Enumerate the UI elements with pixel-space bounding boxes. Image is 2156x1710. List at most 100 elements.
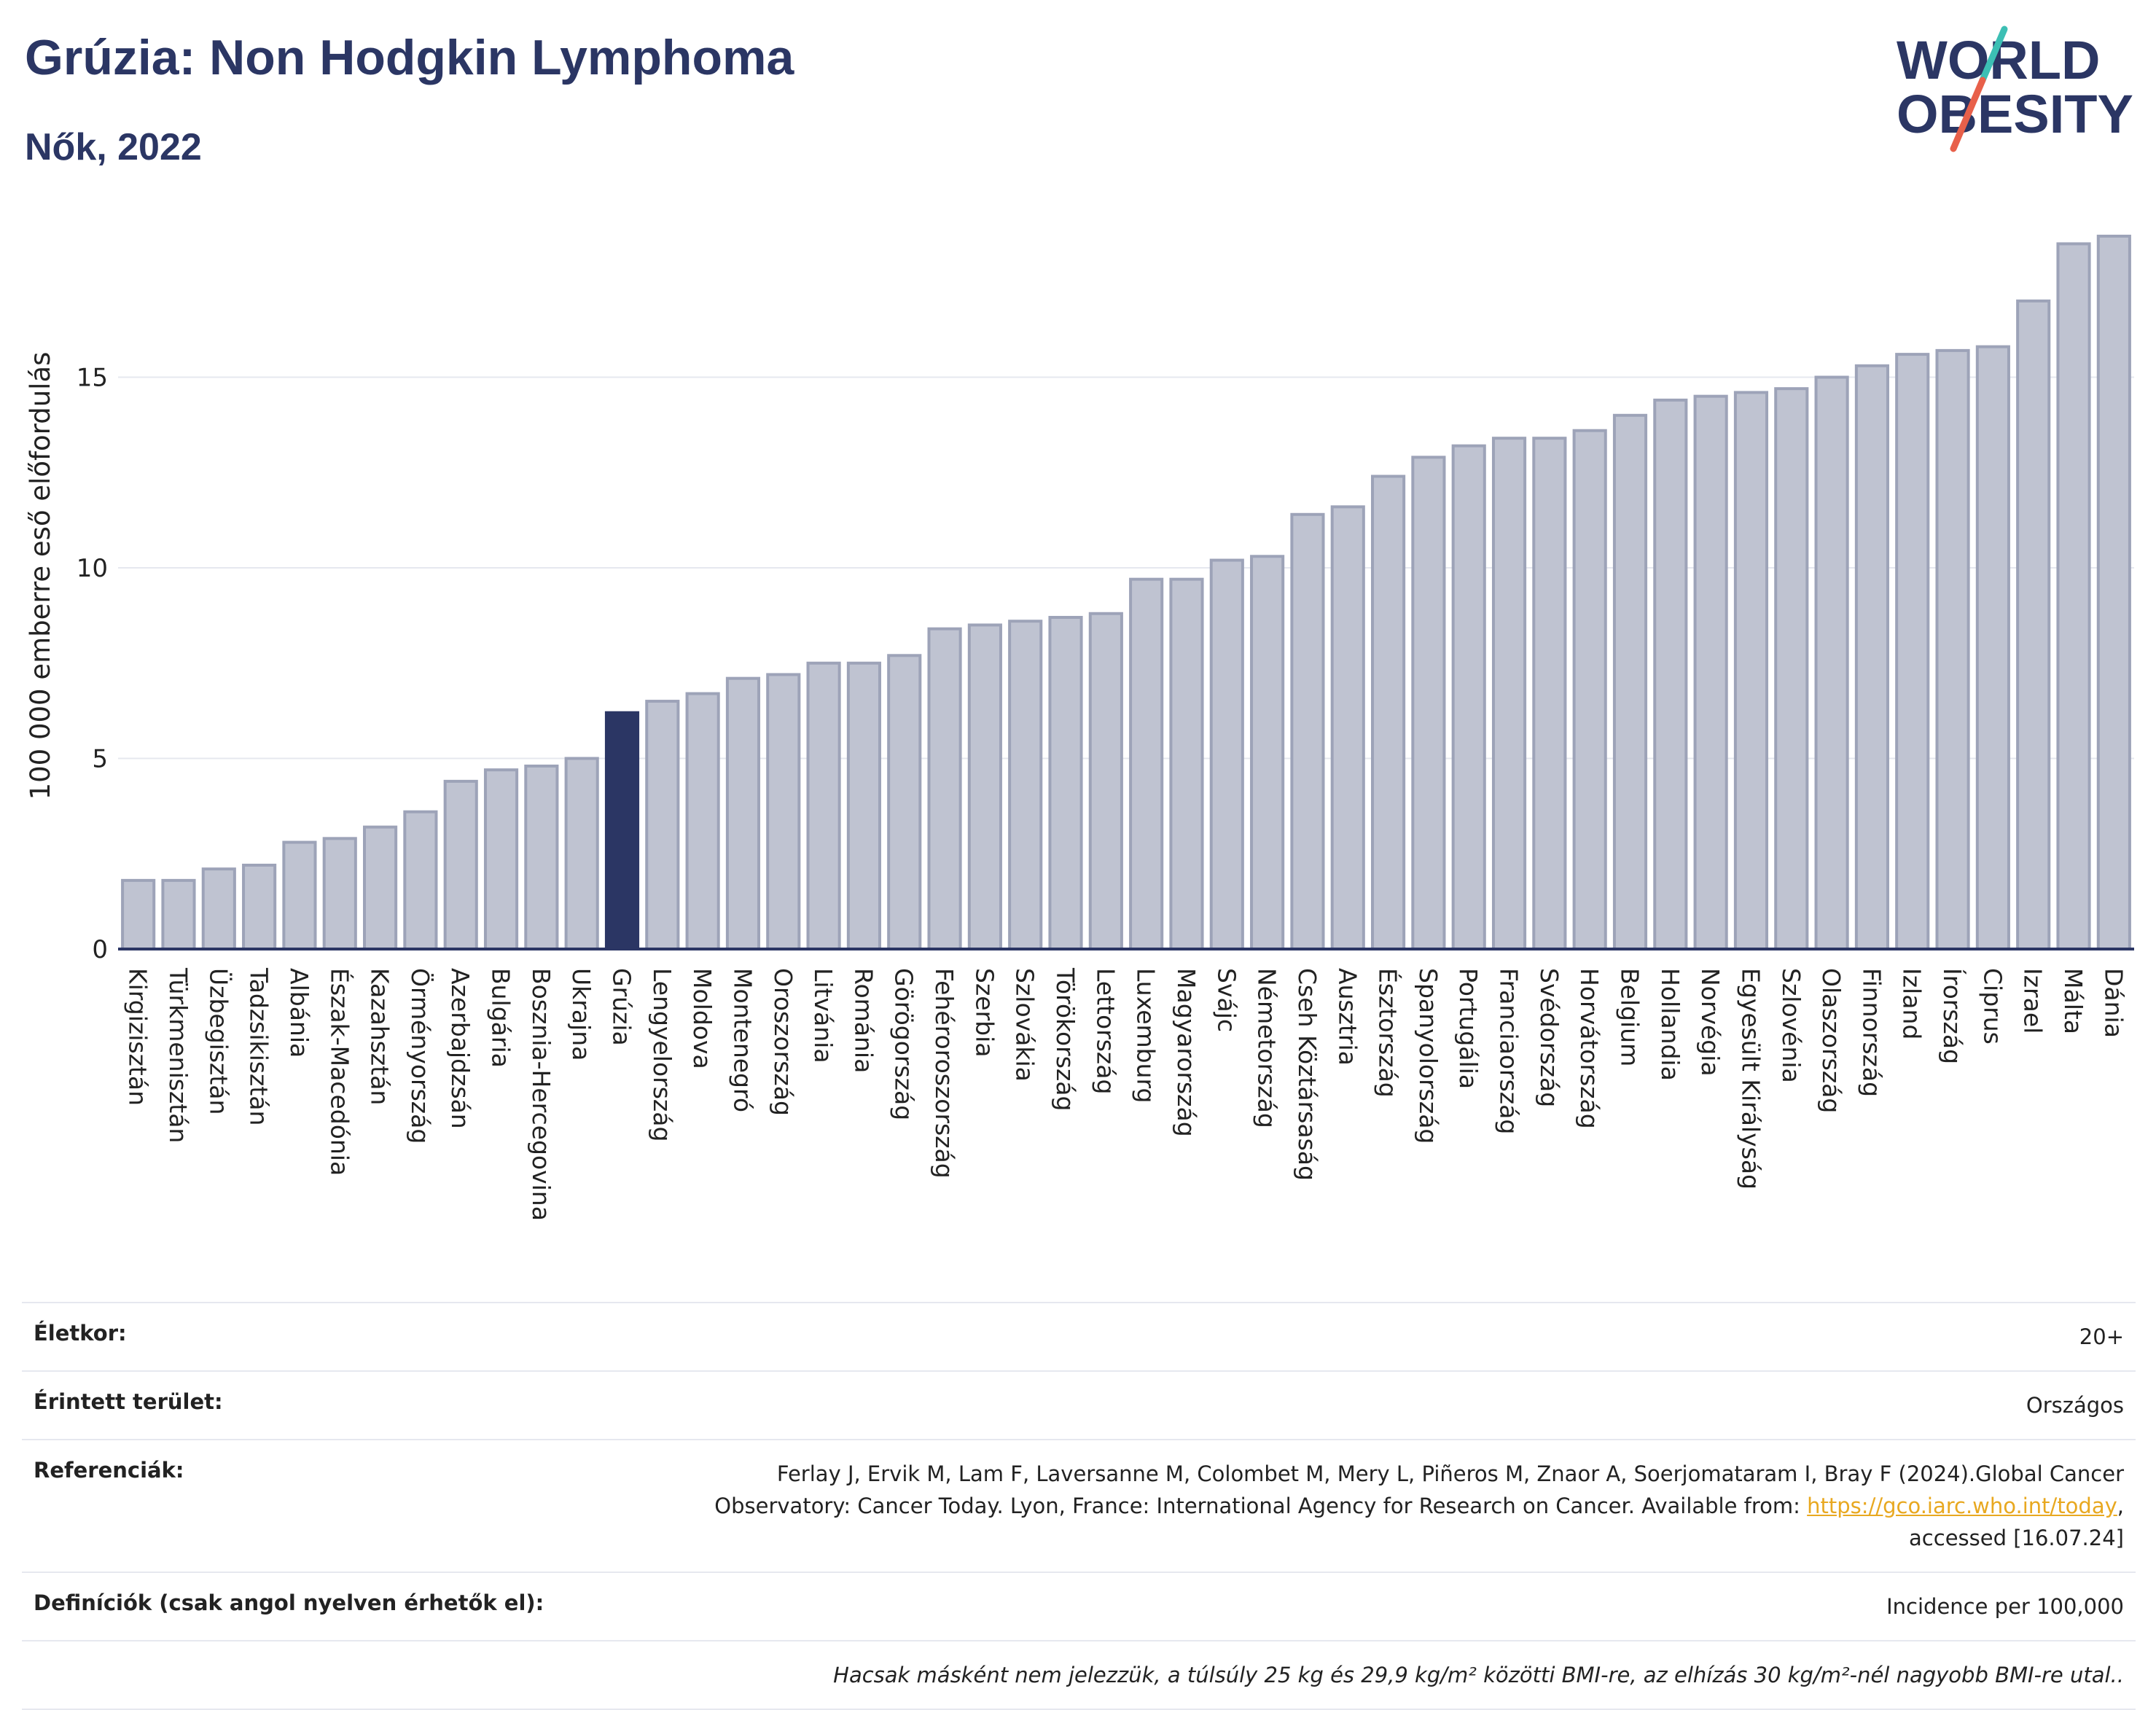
x-tick-label: Oroszország	[769, 968, 797, 1116]
x-tick-label: Hollandia	[1656, 968, 1684, 1081]
bar-41	[1733, 391, 1769, 950]
x-tick-label: Bosznia-Hercegovina	[527, 968, 555, 1221]
bar-50	[2096, 234, 2131, 950]
chart-subtitle: Nők, 2022	[25, 126, 202, 168]
bar-10	[483, 768, 519, 950]
bar-2	[161, 878, 196, 950]
bar-46	[1935, 348, 1970, 950]
x-tick-label: Törökország	[1051, 967, 1079, 1111]
bar-40	[1693, 394, 1728, 950]
bar-27	[1169, 577, 1204, 950]
x-tick-label: Szlovákia	[1011, 968, 1039, 1082]
bar-8	[403, 810, 438, 950]
y-tick-label: 0	[92, 935, 108, 964]
bar-24	[1048, 615, 1083, 950]
bar-12	[564, 757, 599, 950]
x-tick-label: Ciprus	[1978, 968, 2007, 1045]
x-tick-label: Luxemburg	[1132, 968, 1160, 1103]
info-row-age: Életkor: 20+	[22, 1302, 2136, 1370]
x-tick-label: Litvánia	[809, 968, 837, 1063]
bar-38	[1612, 413, 1648, 950]
bar-42	[1774, 387, 1809, 950]
bar-30	[1290, 512, 1325, 950]
x-tick-label: Grúzia	[608, 968, 636, 1046]
bar-44	[1854, 364, 1889, 950]
x-tick-label: Moldova	[688, 968, 716, 1069]
bar-35	[1491, 437, 1527, 950]
x-tick-label: Izrael	[2019, 968, 2047, 1034]
bar-48	[2016, 299, 2051, 950]
bar-chart: 0 5 10 15 Kirgizisztán Türkmenisztán Üzbegiszt…	[25, 234, 2134, 1221]
bar-16	[725, 676, 761, 950]
bar-5	[282, 840, 317, 951]
x-tick-label: Spanyolország	[1414, 968, 1442, 1144]
footnote: Hacsak másként nem jelezzük, a túlsúly 2…	[833, 1663, 2124, 1687]
bar-32	[1371, 475, 1406, 950]
y-axis-label: 100 000 emberre eső előfordulás	[25, 352, 56, 800]
x-tick-label: Azerbajdzsán	[446, 968, 474, 1129]
info-row-definitions: Definíciók (csak angol nyelven érhetők e…	[22, 1572, 2136, 1640]
y-tick-label: 5	[92, 745, 108, 774]
x-tick-label: Montenegró	[728, 968, 757, 1112]
x-tick-label: Lettország	[1091, 968, 1120, 1094]
bars	[121, 234, 2131, 951]
references-value: Ferlay J, Ervik M, Lam F, Laversanne M, …	[213, 1458, 2124, 1554]
x-tick-label: Örményország	[406, 968, 435, 1144]
bar-43	[1814, 375, 1849, 950]
bar-26	[1129, 577, 1164, 950]
x-tick-label: Kazahsztán	[366, 968, 394, 1105]
x-tick-label: Magyarország	[1172, 968, 1200, 1137]
x-tick-label: Bulgária	[487, 968, 515, 1068]
references-link[interactable]: https://gco.iarc.who.int/today	[1807, 1494, 2117, 1518]
area-value: Országos	[2026, 1393, 2124, 1418]
bar-4	[242, 863, 277, 950]
bar-45	[1895, 353, 1930, 950]
world-obesity-logo: WORLD OBESITY	[1897, 26, 2133, 152]
bar-3	[201, 867, 236, 951]
bar-9	[443, 779, 478, 950]
x-tick-label: Norvégia	[1696, 968, 1725, 1077]
references-text-2: Observatory: Cancer Today. Lyon, France:…	[714, 1494, 1808, 1518]
x-tick-label: Üzbegisztán	[204, 968, 233, 1114]
references-text-1: Ferlay J, Ervik M, Lam F, Laversanne M, …	[776, 1461, 2124, 1486]
bar-49	[2056, 242, 2091, 950]
x-tick-label: Portugália	[1454, 968, 1483, 1089]
bar-25	[1088, 612, 1123, 950]
chart-title: Grúzia: Non Hodgkin Lymphoma	[25, 30, 794, 85]
bar-22	[967, 623, 1002, 950]
bar-23	[1008, 620, 1043, 950]
bar-18	[806, 661, 841, 950]
bar-20	[887, 654, 922, 950]
info-table: Életkor: 20+ Érintett terület: Országos …	[22, 1302, 2136, 1710]
bar-21	[927, 627, 962, 950]
bar-29	[1250, 555, 1285, 950]
references-text-3: ,	[2117, 1494, 2124, 1518]
x-tick-label: Románia	[849, 968, 878, 1073]
x-tick-label: Izland	[1898, 968, 1926, 1039]
x-tick-label: Kirgizisztán	[124, 968, 152, 1106]
info-row-note: Hacsak másként nem jelezzük, a túlsúly 2…	[22, 1640, 2136, 1710]
bar-11	[524, 764, 559, 950]
x-tick-label: Svájc	[1212, 968, 1241, 1032]
bar-39	[1653, 398, 1688, 950]
y-tick-label: 15	[77, 364, 108, 393]
x-tick-label: Észak-Macedónia	[325, 968, 354, 1176]
x-tick-label: Málta	[2059, 968, 2087, 1034]
bar-47	[1975, 345, 2010, 951]
x-tick-label: Franciaország	[1495, 968, 1523, 1134]
x-tick-label: Észtország	[1374, 968, 1403, 1098]
bar-34	[1451, 444, 1486, 950]
x-tick-label: Olaszország	[1817, 968, 1846, 1113]
x-tick-label: Szlovénia	[1777, 968, 1805, 1083]
x-tick-label: Egyesült Királyság	[1736, 968, 1765, 1190]
area-label: Érintett terület:	[34, 1389, 223, 1414]
bar-6	[322, 837, 357, 950]
bar-7	[363, 825, 398, 951]
x-tick-label: Írország	[1938, 968, 1967, 1064]
x-tick-label: Belgium	[1616, 968, 1644, 1066]
bar-36	[1532, 437, 1567, 950]
bar-31	[1330, 505, 1365, 950]
bar-15	[685, 692, 720, 951]
bar-28	[1209, 558, 1244, 950]
bar-37	[1572, 429, 1607, 950]
